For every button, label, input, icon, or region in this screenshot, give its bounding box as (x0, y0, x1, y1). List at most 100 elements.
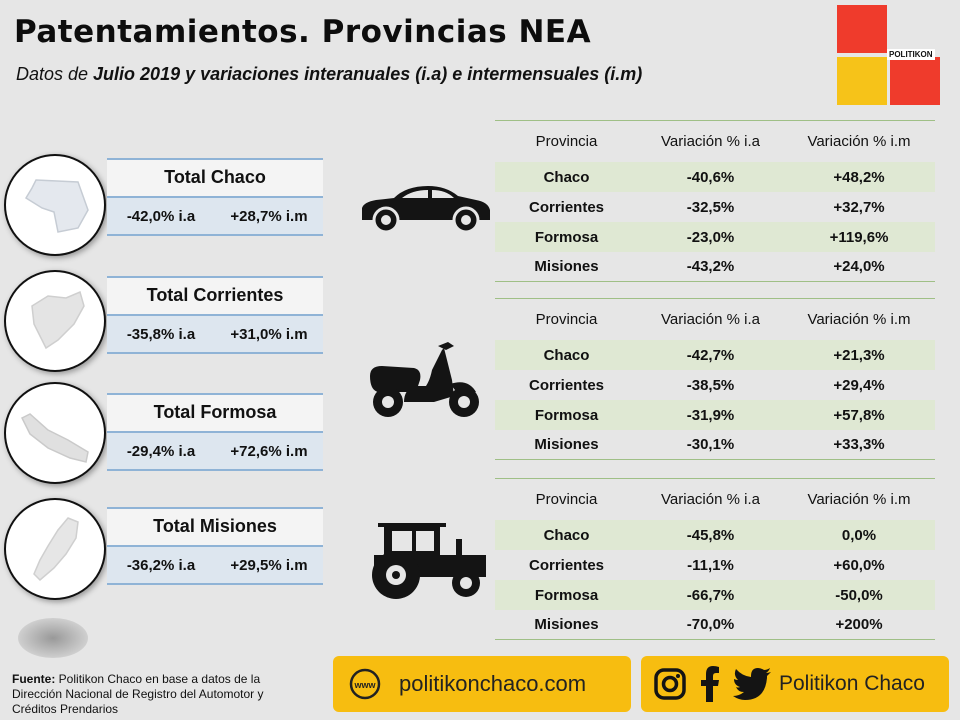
cell-ia: -42,7% (686, 346, 735, 364)
cell-provincia: Chaco (543, 526, 590, 544)
total-im: +29,5% i.m (230, 556, 308, 574)
total-title: Total Formosa (107, 393, 323, 431)
table-header: Provincia Variación % i.a Variación % i.… (495, 478, 935, 520)
header-provincia: Provincia (535, 133, 598, 150)
cell-provincia: Chaco (543, 346, 590, 364)
table-maquinaria: Provincia Variación % i.a Variación % i.… (495, 478, 935, 640)
decorative-shadow (18, 618, 88, 658)
header-ia: Variación % i.a (661, 491, 760, 508)
total-formosa-box: Total Formosa -29,4% i.a +72,6% i.m (107, 393, 323, 473)
website-link[interactable]: www politikonchaco.com (333, 656, 631, 712)
facebook-icon[interactable] (699, 666, 721, 702)
cell-provincia: Misiones (534, 258, 599, 275)
total-misiones-box: Total Misiones -36,2% i.a +29,5% i.m (107, 507, 323, 587)
total-ia: -29,4% i.a (126, 442, 196, 460)
twitter-icon[interactable] (733, 668, 771, 700)
website-text: politikonchaco.com (399, 671, 587, 696)
cell-ia: -38,5% (686, 376, 735, 394)
www-icon-text: www (353, 680, 376, 690)
cell-provincia: Formosa (534, 406, 599, 424)
subtitle-date: Julio 2019 (93, 64, 181, 84)
logo-square-red (837, 5, 887, 53)
total-ia: -36,2% i.a (126, 556, 196, 574)
car-icon (362, 186, 490, 234)
formosa-map-icon (4, 382, 106, 484)
header-ia: Variación % i.a (661, 311, 760, 328)
cell-provincia: Formosa (534, 228, 599, 246)
total-title: Total Misiones (107, 507, 323, 545)
table-row: Corrientes -38,5% +29,4% (495, 370, 935, 400)
cell-provincia: Misiones (534, 436, 599, 453)
cell-im: +24,0% (833, 258, 885, 275)
total-values: -29,4% i.a +72,6% i.m (107, 431, 323, 471)
cell-im: 0,0% (841, 526, 877, 544)
politikon-logo: POLITIKON (837, 5, 942, 105)
cell-provincia: Corrientes (528, 376, 605, 394)
cell-provincia: Corrientes (528, 198, 605, 216)
table-row: Chaco -45,8% 0,0% (495, 520, 935, 550)
header-provincia: Provincia (535, 311, 598, 328)
table-row: Misiones -43,2% +24,0% (495, 252, 935, 282)
header-im: Variación % i.m (807, 133, 911, 150)
social-links[interactable]: Politikon Chaco (641, 656, 949, 712)
cell-ia: -70,0% (686, 616, 735, 633)
total-values: -35,8% i.a +31,0% i.m (107, 314, 323, 354)
table-row: Formosa -66,7% -50,0% (495, 580, 935, 610)
cell-provincia: Formosa (534, 586, 599, 604)
logo-square-yellow (837, 57, 887, 105)
cell-im: -50,0% (835, 586, 883, 604)
total-ia: -42,0% i.a (126, 207, 196, 225)
cell-ia: -43,2% (686, 258, 735, 275)
total-values: -42,0% i.a +28,7% i.m (107, 196, 323, 236)
cell-provincia: Misiones (534, 616, 599, 633)
tractor-icon (372, 523, 486, 599)
table-row: Misiones -70,0% +200% (495, 610, 935, 640)
cell-im: +33,3% (833, 436, 885, 453)
cell-im: +57,8% (833, 406, 885, 424)
table-header: Provincia Variación % i.a Variación % i.… (495, 298, 935, 340)
cell-ia: -40,6% (686, 168, 735, 186)
total-corrientes-box: Total Corrientes -35,8% i.a +31,0% i.m (107, 276, 323, 356)
table-row: Corrientes -11,1% +60,0% (495, 550, 935, 580)
cell-im: +60,0% (833, 556, 885, 574)
page-title: Patentamientos. Provincias NEA (14, 14, 592, 50)
cell-im: +48,2% (833, 168, 885, 186)
table-autos: Provincia Variación % i.a Variación % i.… (495, 120, 935, 282)
table-row: Corrientes -32,5% +32,7% (495, 192, 935, 222)
header-ia: Variación % i.a (661, 133, 760, 150)
instagram-icon[interactable] (653, 667, 687, 701)
chaco-map-icon (4, 154, 106, 256)
cell-ia: -30,1% (686, 436, 735, 453)
table-header: Provincia Variación % i.a Variación % i.… (495, 120, 935, 162)
subtitle-prefix: Datos de (16, 64, 94, 84)
cell-im: +119,6% (829, 228, 889, 246)
total-title: Total Corrientes (107, 276, 323, 314)
cell-im: +200% (835, 616, 883, 633)
cell-provincia: Chaco (543, 168, 590, 186)
header-provincia: Provincia (535, 491, 598, 508)
cell-ia: -66,7% (686, 586, 735, 604)
cell-im: +29,4% (833, 376, 885, 394)
scooter-icon (370, 342, 479, 417)
table-row: Chaco -40,6% +48,2% (495, 162, 935, 192)
total-title: Total Chaco (107, 158, 323, 196)
table-row: Misiones -30,1% +33,3% (495, 430, 935, 460)
table-row: Formosa -31,9% +57,8% (495, 400, 935, 430)
header-im: Variación % i.m (807, 491, 911, 508)
table-row: Chaco -42,7% +21,3% (495, 340, 935, 370)
cell-ia: -32,5% (686, 198, 735, 216)
total-im: +72,6% i.m (230, 442, 308, 460)
logo-text: POLITIKON (887, 49, 935, 60)
total-im: +28,7% i.m (230, 207, 308, 225)
logo-square-red-2 (890, 57, 940, 105)
total-chaco-box: Total Chaco -42,0% i.a +28,7% i.m (107, 158, 323, 238)
cell-ia: -23,0% (686, 228, 735, 246)
source-text: Politikon Chaco en base a datos de la Di… (12, 672, 264, 716)
table-motos: Provincia Variación % i.a Variación % i.… (495, 298, 935, 460)
corrientes-map-icon (4, 270, 106, 372)
cell-provincia: Corrientes (528, 556, 605, 574)
header-im: Variación % i.m (807, 311, 911, 328)
page-subtitle: Datos de Julio 2019 y variaciones intera… (16, 64, 642, 85)
misiones-map-icon (4, 498, 106, 600)
table-row: Formosa -23,0% +119,6% (495, 222, 935, 252)
